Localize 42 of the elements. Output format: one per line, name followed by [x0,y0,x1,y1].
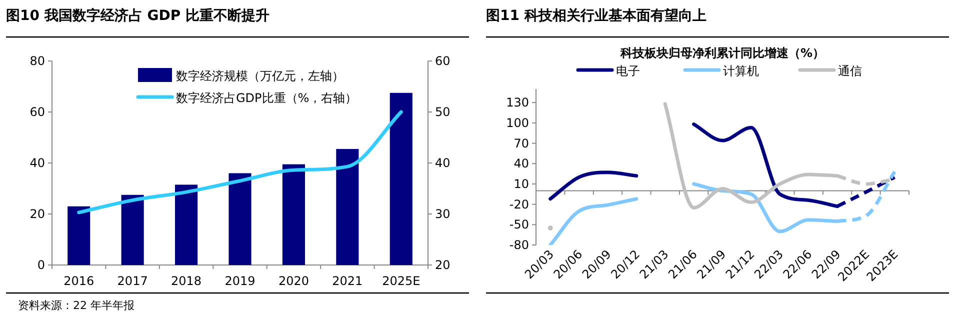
y-tick-label: 130 [506,96,529,110]
legend-label: 数字经济规模（万亿元，左轴） [176,69,344,83]
bar [228,173,252,265]
bar [390,92,412,265]
y2-tick-label: 60 [435,54,450,68]
x-tick-label: 2017 [117,274,148,288]
bar [175,184,198,265]
y-tick-label: 70 [514,136,529,150]
y-tick-label: 40 [30,156,45,170]
text: 资料来源：22 年半年报 [18,299,134,312]
y-tick-label: 0 [37,258,45,272]
y-tick-label: 20 [30,207,45,221]
line-series [77,110,403,214]
chart-title: 图11 科技相关行业基本面有望向上 [486,7,706,24]
bar [121,194,144,265]
chart-title: 图10 我国数字经济占 GDP 比重不断提升 [6,7,270,24]
y2-tick-label: 50 [435,105,450,119]
y2-tick-label: 40 [435,156,450,170]
legend-label: 通信 [838,64,862,78]
y-tick-label: 100 [506,116,529,130]
bar [336,148,359,265]
y-tick-label: -20 [509,197,529,212]
legend-label: 电子 [616,64,640,78]
y2-tick-label: 30 [435,207,450,221]
y-tick-label: 60 [30,105,45,119]
y-tick-label: 10 [514,176,529,191]
y-tick-label: -50 [509,218,529,232]
y-tick-label: 40 [514,156,529,171]
bar [68,206,90,265]
x-tick-label: 2025E [382,274,420,288]
x-tick-label: 2016 [64,274,94,288]
y-tick-label: 80 [30,54,45,68]
y-tick-label: -80 [509,238,529,252]
x-tick-label: 2018 [171,274,202,288]
x-tick-label: 2020 [278,274,309,288]
bar [282,164,305,265]
x-tick-label: 2021 [332,274,363,288]
chart-subtitle: 科技板块归母净利累计同比增速（%） [619,46,825,60]
y2-tick-label: 20 [435,258,450,272]
x-tick-label: 2019 [224,274,256,288]
legend-label: 数字经济占GDP比重（%，右轴） [176,91,358,105]
legend-label: 计算机 [723,64,759,78]
